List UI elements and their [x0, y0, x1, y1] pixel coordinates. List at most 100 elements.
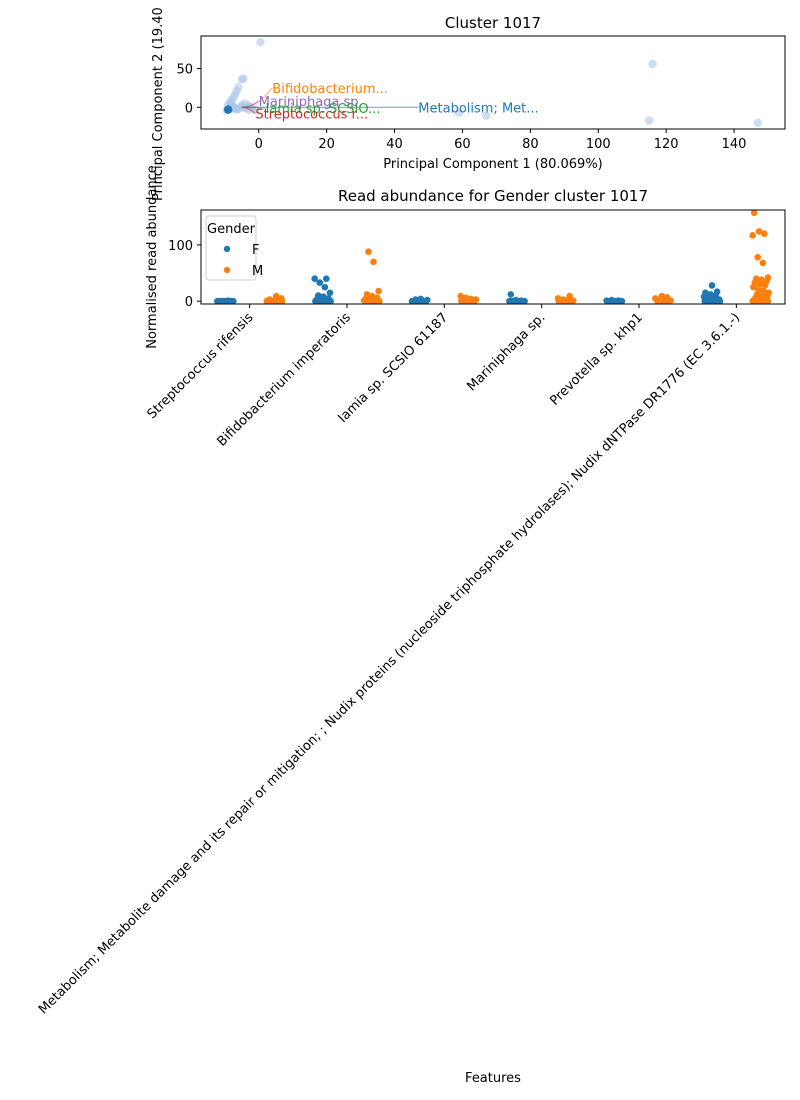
strip-point-m — [763, 297, 770, 305]
strip-point-f — [708, 282, 716, 289]
pca-y-axis-label: Principal Component 2 (19.40 — [151, 7, 166, 201]
strip-point-f — [311, 275, 318, 282]
x-tick-label: 0 — [255, 137, 263, 152]
x-tick-label: Iamia sp. SCSIO 61187 — [335, 310, 451, 426]
strip-point-f — [607, 297, 614, 305]
legend: Gender F M — [205, 215, 263, 281]
strip-point-f — [410, 297, 418, 305]
legend-box — [205, 215, 257, 281]
strip-point-m — [756, 280, 764, 288]
strip-point-m — [749, 232, 756, 239]
strip-point-m — [362, 297, 370, 305]
pca-highlight-point — [223, 105, 233, 114]
strip-point-f — [507, 291, 515, 298]
strip-point-m — [750, 283, 757, 291]
strip-point-f — [703, 297, 711, 305]
strip-point-m — [463, 297, 470, 305]
strip-point-f — [326, 289, 334, 297]
annotation-label: Bifidobacterium... — [272, 82, 388, 97]
strip-point-f — [612, 297, 619, 305]
strip-point-m — [761, 230, 768, 237]
annotation-label: Metabolism; Met... — [418, 101, 538, 116]
strip-point-f — [321, 283, 329, 291]
strip-point-m — [758, 297, 765, 305]
strip-point-f — [708, 297, 716, 305]
strip-point-m — [375, 287, 382, 295]
x-tick-label: 20 — [318, 137, 335, 152]
pca-x-ticks: 0 20 40 60 80 100 120 140 — [255, 129, 747, 152]
strip-point-f — [514, 297, 522, 305]
pca-point — [648, 59, 657, 69]
strip-point-m — [561, 297, 569, 305]
strip-point-m — [370, 258, 377, 266]
strip-point-f — [617, 297, 624, 305]
strip-point-f — [323, 275, 330, 282]
strip-point-m — [267, 297, 274, 305]
pca-x-axis-label: Principal Component 1 (80.069%) — [383, 157, 603, 172]
x-tick-label: 120 — [654, 137, 679, 152]
pca-point — [239, 74, 248, 83]
strip-point-m — [368, 297, 375, 305]
strip-point-f — [319, 297, 326, 305]
strip-point-f — [224, 297, 232, 304]
y-tick-label: 0 — [185, 295, 193, 310]
strip-point-f — [715, 297, 722, 305]
legend-title: Gender — [207, 222, 256, 237]
legend-marker-m — [223, 266, 231, 274]
strip-point-m — [555, 297, 563, 305]
y-tick-label: 50 — [176, 63, 193, 78]
pca-point — [753, 118, 763, 128]
strip-point-m — [567, 297, 574, 305]
pca-y-ticks: 0 50 — [176, 63, 201, 116]
annotation-label: Streptococcus r... — [255, 108, 368, 123]
strip-point-m — [365, 248, 372, 255]
legend-label-m: M — [252, 264, 263, 279]
strip-point-f — [415, 297, 423, 305]
pca-axes-frame — [200, 35, 786, 130]
abundance-chart: Read abundance for Gender cluster 1017 0… — [36, 165, 786, 1086]
pca-plot-area: Bifidobacterium...Mariniphaga sp.Iamia s… — [222, 38, 763, 128]
y-tick-label: 0 — [185, 101, 193, 116]
strip-point-m — [468, 297, 475, 305]
x-tick-label: 40 — [386, 137, 403, 152]
pca-chart: Cluster 1017 Bifidobacterium...Marinipha… — [151, 7, 786, 201]
strip-point-f — [324, 297, 332, 305]
annotation-label: Mariniphaga sp. — [259, 95, 363, 110]
pca-point — [256, 38, 265, 47]
x-tick-label: Streptococcus rifensis — [145, 310, 257, 422]
legend-marker-f — [223, 245, 231, 253]
strip-point-m — [755, 228, 763, 235]
x-tick-label: 100 — [586, 137, 611, 152]
abundance-title: Read abundance for Gender cluster 1017 — [338, 187, 648, 205]
pca-point — [454, 108, 464, 117]
strip-point-m — [754, 253, 762, 261]
strip-point-m — [374, 297, 382, 305]
x-tick-label: 140 — [722, 137, 747, 152]
strip-point-m — [750, 209, 758, 217]
x-tick-label: Mariniphaga sp. — [464, 310, 548, 394]
pca-point — [482, 111, 491, 121]
y-tick-label: 100 — [168, 239, 193, 254]
x-tick-label: 60 — [454, 137, 471, 152]
strip-point-m — [659, 297, 666, 305]
strip-point-m — [273, 297, 281, 305]
strip-point-m — [654, 297, 661, 305]
abundance-y-ticks: 0 100 — [168, 239, 201, 310]
strip-point-m — [458, 297, 465, 305]
pca-point — [644, 116, 654, 125]
strip-point-m — [278, 297, 286, 305]
abundance-axes-frame — [200, 209, 786, 305]
strip-point-m — [759, 259, 767, 267]
strip-point-m — [761, 282, 769, 289]
x-tick-label: Prevotella sp. khp1 — [547, 310, 646, 409]
strip-point-m — [664, 297, 671, 305]
strip-point-f — [218, 297, 225, 305]
strip-point-f — [422, 297, 430, 305]
pca-title: Cluster 1017 — [445, 14, 541, 32]
x-tick-label: Metabolism; Metabolite damage and its re… — [36, 310, 743, 1017]
strip-point-f — [312, 297, 320, 305]
abundance-x-axis-label: Features — [465, 1071, 521, 1086]
strip-point-f — [316, 279, 324, 286]
